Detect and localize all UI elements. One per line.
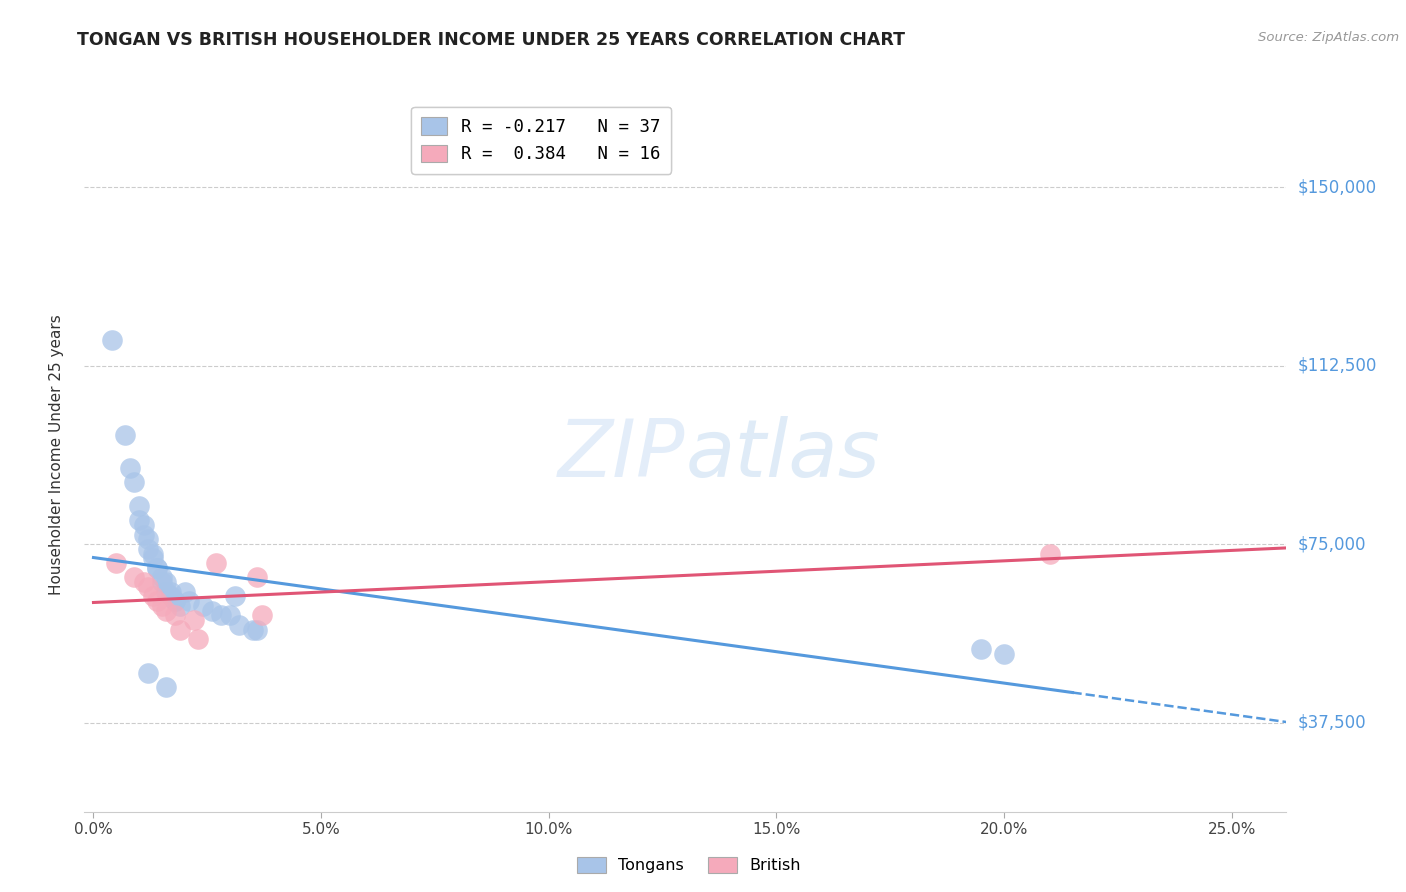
Point [132, 527, 155, 541]
Point [132, 575, 155, 590]
Point [128, 499, 150, 513]
Point [183, 613, 205, 627]
Point [124, 570, 146, 584]
Point [132, 518, 155, 533]
Point [105, 556, 128, 570]
Point [201, 604, 224, 618]
Point [128, 513, 150, 527]
Point [136, 580, 159, 594]
Point [146, 594, 169, 608]
Point [246, 570, 269, 584]
Text: ZIP: ZIP [558, 416, 686, 494]
Point [124, 475, 146, 490]
Point [246, 623, 269, 637]
Point [142, 547, 165, 561]
Point [118, 461, 141, 475]
Text: Source: ZipAtlas.com: Source: ZipAtlas.com [1258, 31, 1399, 45]
Point [205, 556, 228, 570]
Point [165, 608, 187, 623]
Point [155, 680, 177, 694]
Point [191, 599, 214, 613]
Point [209, 608, 232, 623]
Point [150, 570, 173, 584]
Point [155, 575, 177, 590]
Point [173, 584, 195, 599]
Point [160, 590, 183, 604]
Point [169, 599, 191, 613]
Point [114, 427, 136, 442]
Point [993, 647, 1015, 661]
Point [146, 561, 169, 575]
Text: $37,500: $37,500 [1298, 714, 1367, 731]
Y-axis label: Householder Income Under 25 years: Householder Income Under 25 years [49, 315, 63, 595]
Text: $112,500: $112,500 [1298, 357, 1376, 375]
Legend: Tongans, British: Tongans, British [571, 850, 807, 880]
Point [146, 561, 169, 575]
Legend: R = -0.217   N = 37, R =  0.384   N = 16: R = -0.217 N = 37, R = 0.384 N = 16 [411, 107, 671, 174]
Point [155, 604, 177, 618]
Point [169, 623, 191, 637]
Point [250, 608, 273, 623]
Point [242, 623, 264, 637]
Point [165, 594, 187, 608]
Point [177, 594, 200, 608]
Text: $75,000: $75,000 [1298, 535, 1367, 553]
Point [165, 594, 187, 608]
Point [150, 599, 173, 613]
Point [136, 665, 159, 680]
Point [228, 618, 250, 632]
Text: $150,000: $150,000 [1298, 178, 1376, 196]
Point [155, 584, 177, 599]
Point [150, 575, 173, 590]
Point [160, 584, 183, 599]
Point [970, 641, 993, 656]
Point [1039, 547, 1062, 561]
Point [100, 333, 122, 347]
Point [142, 590, 165, 604]
Point [187, 632, 209, 647]
Point [224, 590, 246, 604]
Point [219, 608, 242, 623]
Point [136, 533, 159, 547]
Text: TONGAN VS BRITISH HOUSEHOLDER INCOME UNDER 25 YEARS CORRELATION CHART: TONGAN VS BRITISH HOUSEHOLDER INCOME UND… [77, 31, 905, 49]
Point [136, 541, 159, 556]
Point [142, 551, 165, 566]
Text: atlas: atlas [686, 416, 880, 494]
